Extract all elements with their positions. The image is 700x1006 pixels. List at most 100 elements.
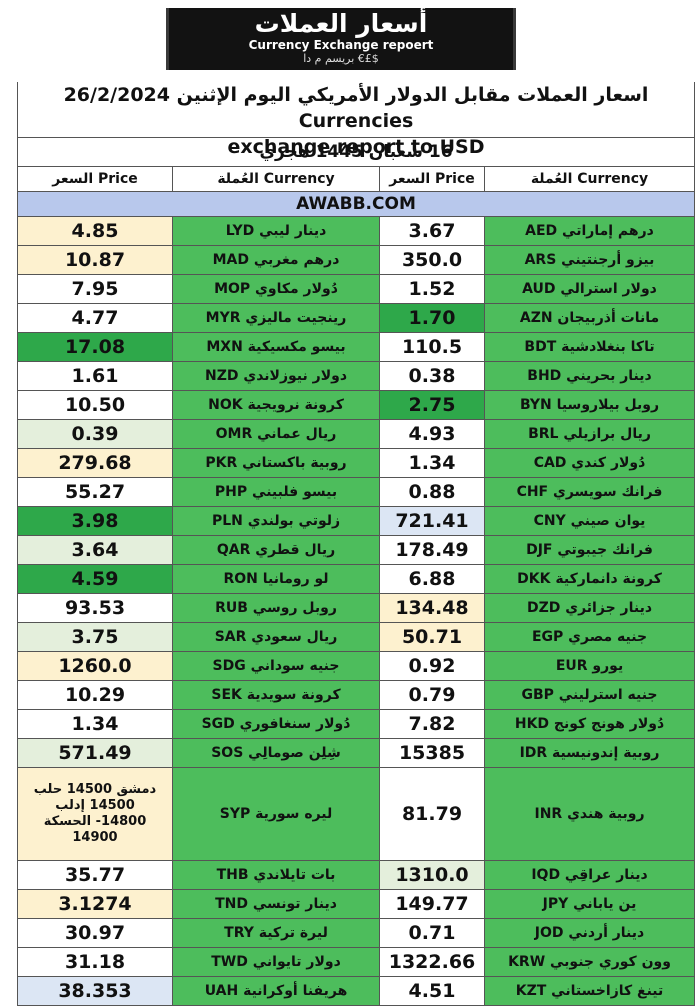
currency-right: دينار بحريني BHD bbox=[485, 362, 694, 390]
title-line-1: اسعار العملات مقابل الدولار الأمريكي الي… bbox=[63, 84, 649, 132]
table-row: 93.53 روبل روسي RUB 134.48 دينار جزائري DZD bbox=[18, 594, 694, 623]
table-row: 0.39 ريال عماني OMR 4.93 ريال برازيلي BRL bbox=[18, 420, 694, 449]
currency-left: بيسو فلبيني PHP bbox=[173, 478, 380, 506]
table-row: 1.61 دولار نيوزلاندي NZD 0.38 دينار بحريني … bbox=[18, 362, 694, 391]
price-left: 4.59 bbox=[18, 565, 173, 593]
currency-left: لو رومانيا RON bbox=[173, 565, 380, 593]
price-right: 4.93 bbox=[380, 420, 485, 448]
price-right: 350.0 bbox=[380, 246, 485, 274]
currency-left: ليره سورية SYP bbox=[173, 768, 380, 860]
table-row: 17.08 بيسو مكسيكية MXN 110.5 تاكا بنغلادشية… bbox=[18, 333, 694, 362]
currency-left: دولار نيوزلاندي NZD bbox=[173, 362, 380, 390]
price-right: 110.5 bbox=[380, 333, 485, 361]
price-left: 30.97 bbox=[18, 919, 173, 947]
table-row: 38.353 هريفنا أوكرانية UAH 4.51 تينغ كازاخس… bbox=[18, 977, 694, 1006]
currency-right: يورو EUR bbox=[485, 652, 694, 680]
table-row: 31.18 دولار تايواني TWD 1322.66 وون كوري جن… bbox=[18, 948, 694, 977]
currency-left: دُولار مكاوي MOP bbox=[173, 275, 380, 303]
currency-left: روبية باكستاني PKR bbox=[173, 449, 380, 477]
logo-english-title: Currency Exchange repoert bbox=[248, 38, 434, 52]
table-row: 1.34 دُولار سنغافوري SGD 7.82 دُولار هونج ك… bbox=[18, 710, 694, 739]
table-row: 10.87 درهم مغربي MAD 350.0 بيزو أرجنتيني AR… bbox=[18, 246, 694, 275]
currency-right: تاكا بنغلادشية BDT bbox=[485, 333, 694, 361]
table-row: 10.50 كرونة نرويجية NOK 2.75 روبل بيلاروسيا… bbox=[18, 391, 694, 420]
price-right: 6.88 bbox=[380, 565, 485, 593]
price-right: 15385 bbox=[380, 739, 485, 767]
price-left: 55.27 bbox=[18, 478, 173, 506]
currency-left: دينار ليبي LYD bbox=[173, 217, 380, 245]
currency-sheet: اسعار العملات مقابل الدولار الأمريكي الي… bbox=[17, 82, 695, 1006]
hijri-date: 16 شعبان 1445 هجري bbox=[18, 138, 694, 167]
price-left: 93.53 bbox=[18, 594, 173, 622]
currency-right: دينار جزائري DZD bbox=[485, 594, 694, 622]
table-row: 10.29 كرونة سويدية SEK 0.79 جنيه استرليني G… bbox=[18, 681, 694, 710]
table-row: 3.1274 دينار تونسي TND 149.77 ين ياباني JPY bbox=[18, 890, 694, 919]
price-left: 35.77 bbox=[18, 861, 173, 889]
currency-right: ين ياباني JPY bbox=[485, 890, 694, 918]
price-left: 1.34 bbox=[18, 710, 173, 738]
table-row: 4.77 رينجيت ماليزي MYR 1.70 مانات أذربيجان … bbox=[18, 304, 694, 333]
table-row: 55.27 بيسو فلبيني PHP 0.88 فرانك سويسري CHF bbox=[18, 478, 694, 507]
price-right: 3.67 bbox=[380, 217, 485, 245]
price-left: 10.50 bbox=[18, 391, 173, 419]
currency-left: دولار تايواني TWD bbox=[173, 948, 380, 976]
price-right: 2.75 bbox=[380, 391, 485, 419]
currency-right: روبية إندونيسية IDR bbox=[485, 739, 694, 767]
price-left: 1260.0 bbox=[18, 652, 173, 680]
price-right: 1.34 bbox=[380, 449, 485, 477]
currency-left: جنيه سوداني SDG bbox=[173, 652, 380, 680]
header-price-left: السعر Price bbox=[18, 167, 173, 191]
header-currency-right: العُملة Currency bbox=[530, 171, 649, 187]
price-right: 0.38 bbox=[380, 362, 485, 390]
table-row: 35.77 بات تايلاندي THB 1310.0 دينار عراقِي … bbox=[18, 861, 694, 890]
currency-left: زلوتي بولندي PLN bbox=[173, 507, 380, 535]
price-left: 31.18 bbox=[18, 948, 173, 976]
currency-right: تينغ كازاخستاني KZT bbox=[485, 977, 694, 1005]
page-title: اسعار العملات مقابل الدولار الأمريكي الي… bbox=[18, 82, 694, 158]
table-row: 279.68 روبية باكستاني PKR 1.34 دُولار كندي … bbox=[18, 449, 694, 478]
currency-right: روبل بيلاروسيا BYN bbox=[485, 391, 694, 419]
currency-left: كرونة نرويجية NOK bbox=[173, 391, 380, 419]
price-right: 721.41 bbox=[380, 507, 485, 535]
column-header-row: السعر Price العُملة Currency السعر Price… bbox=[18, 167, 694, 192]
price-right: 1310.0 bbox=[380, 861, 485, 889]
currency-left: درهم مغربي MAD bbox=[173, 246, 380, 274]
table-row: دمشق 14500 حلب 14500 إدلب 14800- الحسكة … bbox=[18, 768, 694, 861]
table-row: 1260.0 جنيه سوداني SDG 0.92 يورو EUR bbox=[18, 652, 694, 681]
currency-right: روبية هندي INR bbox=[485, 768, 694, 860]
logo-arabic-title: أسعار العملات bbox=[254, 9, 428, 38]
currency-left: شِلِن صومالِي SOS bbox=[173, 739, 380, 767]
currency-right: دُولار هونج كونج HKD bbox=[485, 710, 694, 738]
currency-right: مانات أذربيجان AZN bbox=[485, 304, 694, 332]
currency-right: دُولار كندي CAD bbox=[485, 449, 694, 477]
currency-left: بيسو مكسيكية MXN bbox=[173, 333, 380, 361]
currency-right: جنيه مصري EGP bbox=[485, 623, 694, 651]
logo-banner: أسعار العملات Currency Exchange repoert … bbox=[166, 8, 516, 70]
price-left: 3.75 bbox=[18, 623, 173, 651]
price-right: 134.48 bbox=[380, 594, 485, 622]
price-left: 10.29 bbox=[18, 681, 173, 709]
table-row: 4.85 دينار ليبي LYD 3.67 درهم إماراتي AED bbox=[18, 217, 694, 246]
price-left: دمشق 14500 حلب 14500 إدلب 14800- الحسكة … bbox=[18, 768, 173, 860]
table-row: 571.49 شِلِن صومالِي SOS 15385 روبية إندوني… bbox=[18, 739, 694, 768]
currency-right: دولار استرالي AUD bbox=[485, 275, 694, 303]
header-price-right: السعر Price bbox=[380, 167, 485, 191]
currency-right: درهم إماراتي AED bbox=[485, 217, 694, 245]
table-row: 7.95 دُولار مكاوي MOP 1.52 دولار استرالي AU… bbox=[18, 275, 694, 304]
price-right: 1322.66 bbox=[380, 948, 485, 976]
price-right: 178.49 bbox=[380, 536, 485, 564]
currency-right: كرونة دانماركية DKK bbox=[485, 565, 694, 593]
price-left: 4.85 bbox=[18, 217, 173, 245]
price-right: 81.79 bbox=[380, 768, 485, 860]
price-left: 3.64 bbox=[18, 536, 173, 564]
price-left: 279.68 bbox=[18, 449, 173, 477]
currency-right: فرانك سويسري CHF bbox=[485, 478, 694, 506]
price-right: 0.88 bbox=[380, 478, 485, 506]
currency-left: كرونة سويدية SEK bbox=[173, 681, 380, 709]
currency-left: ريال سعودي SAR bbox=[173, 623, 380, 651]
currency-left: ليرة تركية TRY bbox=[173, 919, 380, 947]
price-left: 7.95 bbox=[18, 275, 173, 303]
currency-left: ريال قطري QAR bbox=[173, 536, 380, 564]
currency-right: دينار عراقِي IQD bbox=[485, 861, 694, 889]
currency-left: دُولار سنغافوري SGD bbox=[173, 710, 380, 738]
